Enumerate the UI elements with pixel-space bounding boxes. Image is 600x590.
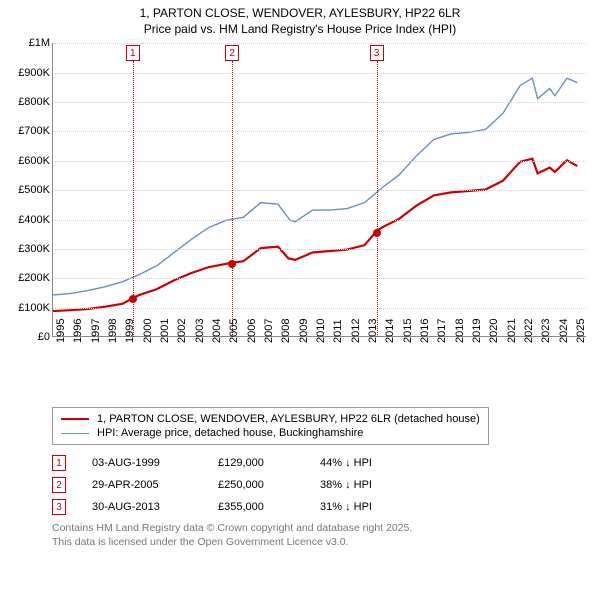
legend-row-hpi: HPI: Average price, detached house, Buck… (61, 426, 480, 440)
y-axis-label: £300K (10, 243, 50, 255)
sale-marker-dot (228, 260, 236, 268)
legend: 1, PARTON CLOSE, WENDOVER, AYLESBURY, HP… (52, 407, 489, 445)
x-axis-label: 2025 (575, 319, 597, 343)
sale-delta: 38% ↓ HPI (320, 479, 410, 491)
sale-price: £355,000 (218, 501, 294, 513)
sale-row: 1 03-AUG-1999 £129,000 44% ↓ HPI (52, 455, 590, 471)
sale-marker-box: 1 (126, 45, 140, 61)
legend-swatch-hpi (61, 433, 89, 434)
price-paid-line (53, 159, 577, 311)
sale-row: 2 29-APR-2005 £250,000 38% ↓ HPI (52, 477, 590, 493)
sale-delta: 44% ↓ HPI (320, 457, 410, 469)
sale-row-marker: 2 (52, 477, 66, 493)
sale-marker-dot (129, 295, 137, 303)
sale-delta: 31% ↓ HPI (320, 501, 410, 513)
y-axis-label: £0 (10, 331, 50, 343)
sale-marker-line (232, 61, 233, 337)
sale-date: 30-AUG-2013 (92, 501, 192, 513)
y-axis-label: £500K (10, 184, 50, 196)
y-axis-label: £200K (10, 272, 50, 284)
y-axis-label: £400K (10, 214, 50, 226)
legend-label-hpi: HPI: Average price, detached house, Buck… (97, 427, 363, 439)
y-axis-label: £900K (10, 67, 50, 79)
legend-swatch-paid (61, 418, 89, 420)
sale-marker-dot (373, 229, 381, 237)
legend-row-paid: 1, PARTON CLOSE, WENDOVER, AYLESBURY, HP… (61, 412, 480, 426)
y-axis-label: £1M (10, 37, 50, 49)
sale-marker-box: 3 (370, 45, 384, 61)
sale-row-marker: 1 (52, 455, 66, 471)
sale-price: £129,000 (218, 457, 294, 469)
sale-date: 03-AUG-1999 (92, 457, 192, 469)
chart-title: 1, PARTON CLOSE, WENDOVER, AYLESBURY, HP… (10, 6, 590, 37)
y-axis-label: £800K (10, 96, 50, 108)
sale-marker-box: 2 (225, 45, 239, 61)
gridline (53, 43, 586, 44)
plot-region: 1 2 3 (52, 43, 586, 337)
sale-row-marker: 3 (52, 499, 66, 515)
legend-label-paid: 1, PARTON CLOSE, WENDOVER, AYLESBURY, HP… (97, 413, 480, 425)
y-axis-label: £700K (10, 125, 50, 137)
y-axis-label: £100K (10, 302, 50, 314)
sale-marker-line (377, 61, 378, 337)
sales-table: 1 03-AUG-1999 £129,000 44% ↓ HPI 2 29-APR-200… (52, 455, 590, 515)
sale-row: 3 30-AUG-2013 £355,000 31% ↓ HPI (52, 499, 590, 515)
hpi-line (53, 78, 577, 295)
y-axis-label: £600K (10, 155, 50, 167)
sale-date: 29-APR-2005 (92, 479, 192, 491)
chart: 1 2 3 £0 £100K £200K £300K £400K £500K £600K £700… (10, 43, 588, 365)
sale-price: £250,000 (218, 479, 294, 491)
attribution-footer: Contains HM Land Registry data © Crown c… (52, 521, 590, 549)
